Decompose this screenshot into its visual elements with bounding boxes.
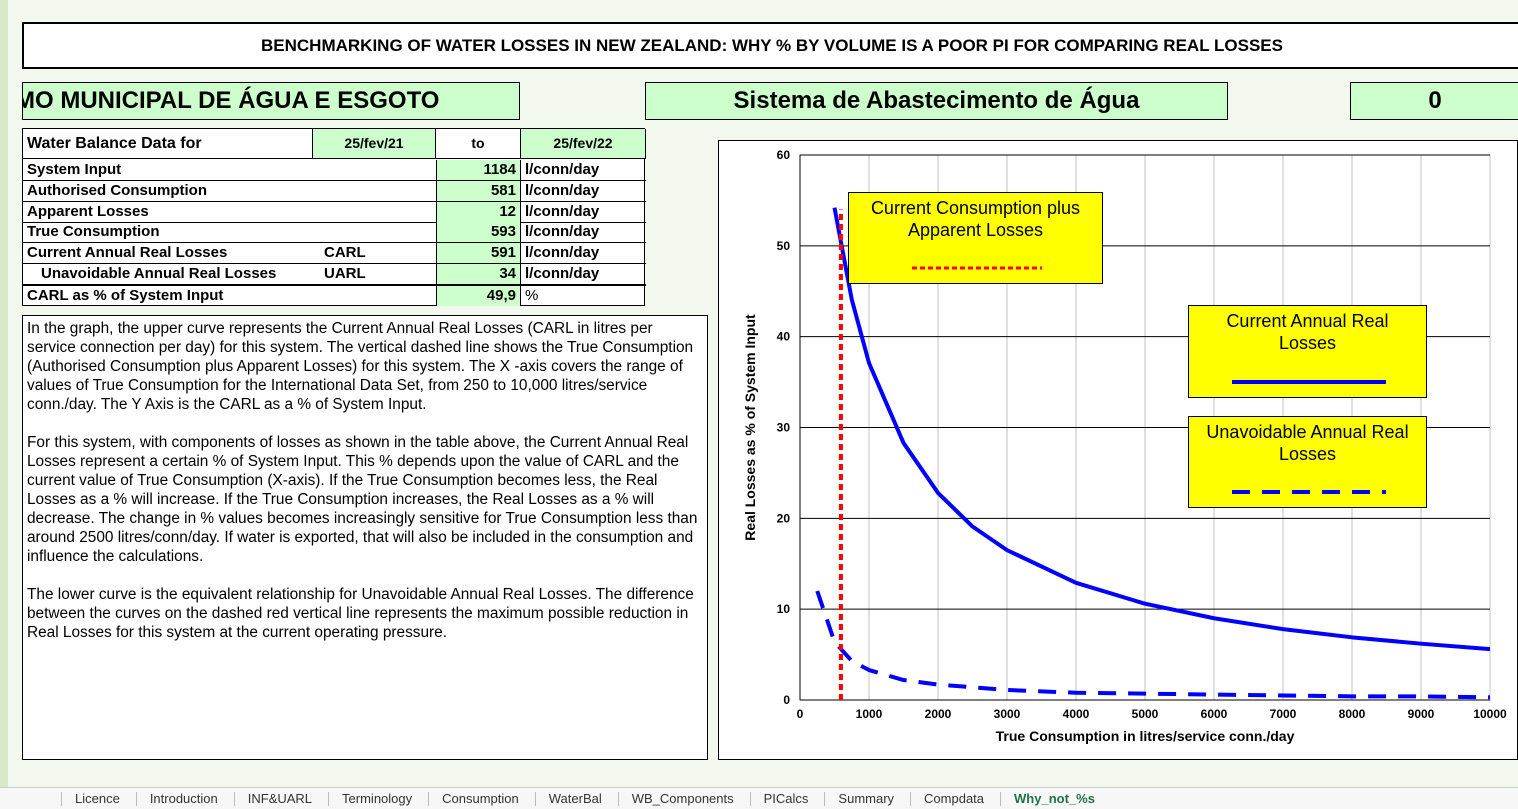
sheet-tab[interactable]: WaterBal bbox=[548, 791, 602, 806]
y-tick-label: 40 bbox=[777, 330, 791, 344]
row-value: 581 bbox=[436, 180, 521, 202]
tab-separator bbox=[749, 792, 751, 806]
table-header-cell: 25/fev/21 bbox=[313, 129, 436, 159]
row-value: 591 bbox=[436, 243, 521, 265]
row-unit: l/conn/day bbox=[521, 202, 646, 223]
y-tick-label: 60 bbox=[777, 148, 791, 162]
tab-separator bbox=[233, 792, 235, 806]
tab-separator bbox=[1000, 792, 1002, 806]
tab-separator bbox=[617, 792, 619, 806]
row-unit: l/conn/day bbox=[521, 243, 646, 265]
water-balance-table: Water Balance Data for 25/fev/21 to 25/fev/… bbox=[22, 128, 646, 306]
legend-box: Current Annual Real Losses bbox=[1188, 305, 1427, 398]
row-code: UARL bbox=[324, 265, 366, 282]
sheet-tab[interactable]: Compdata bbox=[924, 791, 985, 806]
system-box: Sistema de Abastecimento de Água bbox=[645, 82, 1228, 120]
row-unit: % bbox=[521, 284, 646, 306]
legend-swatch bbox=[911, 266, 1042, 270]
title-box: BENCHMARKING OF WATER LOSSES IN NEW ZEAL… bbox=[22, 22, 1518, 69]
x-tick-label: 0 bbox=[797, 707, 804, 721]
system: Sistema de Abastecimento de Água bbox=[733, 87, 1140, 114]
table-header-cell: Water Balance Data for bbox=[23, 129, 313, 159]
legend-box: Current Consumption plus Apparent Losses bbox=[848, 192, 1103, 284]
y-tick-label: 30 bbox=[777, 421, 791, 435]
x-tick-label: 8000 bbox=[1339, 707, 1366, 721]
row-label: Authorised Consumption bbox=[23, 181, 436, 202]
x-tick-label: 9000 bbox=[1408, 707, 1435, 721]
x-tick-label: 4000 bbox=[1063, 707, 1090, 721]
tab-separator bbox=[534, 792, 536, 806]
x-tick-label: 3000 bbox=[994, 707, 1021, 721]
x-tick-label: 6000 bbox=[1201, 707, 1228, 721]
left-stripe bbox=[0, 0, 8, 787]
sheet-tab[interactable]: Terminology bbox=[342, 791, 413, 806]
x-tick-label: 7000 bbox=[1270, 707, 1297, 721]
code: 0 bbox=[1428, 87, 1442, 114]
row-code: CARL bbox=[324, 244, 366, 262]
sheet-tab[interactable]: Licence bbox=[75, 791, 120, 806]
table-header-cell: to bbox=[436, 129, 521, 159]
y-tick-label: 10 bbox=[777, 602, 791, 616]
code-box: 0 bbox=[1350, 82, 1518, 120]
tab-separator bbox=[135, 792, 137, 806]
x-axis-label: True Consumption in litres/service conn.… bbox=[996, 728, 1295, 744]
row-label: System Input bbox=[23, 160, 436, 181]
legend-swatch bbox=[1231, 490, 1386, 494]
row-value: 34 bbox=[436, 264, 521, 285]
title: BENCHMARKING OF WATER LOSSES IN NEW ZEAL… bbox=[261, 36, 1283, 55]
row-value: 1184 bbox=[436, 160, 521, 181]
series-line bbox=[815, 590, 1491, 700]
y-tick-label: 50 bbox=[777, 239, 791, 253]
y-tick-label: 20 bbox=[777, 511, 791, 525]
legend-label: Current Annual Real Losses bbox=[1226, 311, 1389, 353]
sheet-tab[interactable]: WB_Components bbox=[631, 791, 734, 806]
sheet-tab[interactable]: PICalcs bbox=[763, 791, 809, 806]
y-axis-label: Real Losses as % of System Input bbox=[742, 314, 758, 541]
org-box: MO MUNICIPAL DE ÁGUA E ESGOTO bbox=[22, 82, 520, 120]
paragraph: For this system, with components of loss… bbox=[27, 434, 698, 565]
sheet-tabs: Licence Introduction INF&UARL Terminology Co… bbox=[0, 787, 1518, 809]
x-tick-label: 2000 bbox=[925, 707, 952, 721]
sheet-tab[interactable]: Summary bbox=[838, 791, 895, 806]
x-tick-label: 5000 bbox=[1132, 707, 1159, 721]
tab-separator bbox=[328, 792, 330, 806]
row-value: 12 bbox=[436, 201, 521, 223]
x-tick-label: 1000 bbox=[856, 707, 883, 721]
tab-separator bbox=[824, 792, 826, 806]
paragraph: The lower curve is the equivalent relati… bbox=[27, 586, 694, 641]
row-unit: l/conn/day bbox=[521, 264, 646, 285]
row-label: CARL as % of System Input bbox=[23, 284, 436, 306]
sheet-tab[interactable]: INF&UARL bbox=[247, 791, 313, 806]
row-label: Apparent Losses bbox=[23, 202, 436, 223]
row-unit: l/conn/day bbox=[521, 160, 646, 181]
paragraph: In the graph, the upper curve represents… bbox=[27, 320, 694, 413]
organization: MO MUNICIPAL DE ÁGUA E ESGOTO bbox=[22, 87, 440, 114]
row-unit: l/conn/day bbox=[521, 181, 646, 202]
sheet-tab[interactable]: Why_not_%s bbox=[1014, 791, 1095, 806]
y-tick-label: 0 bbox=[783, 693, 790, 707]
row-unit: l/conn/day bbox=[521, 222, 646, 244]
sheet-tab[interactable]: Consumption bbox=[442, 791, 519, 806]
row-value: 49,9 bbox=[436, 284, 521, 306]
tab-separator bbox=[61, 792, 62, 806]
row-label: Unavoidable Annual Real Losses bbox=[23, 264, 436, 285]
explanation-box: In the graph, the upper curve represents… bbox=[22, 315, 708, 760]
row-label: Current Annual Real Losses bbox=[23, 243, 436, 265]
row-value: 593 bbox=[436, 222, 521, 244]
legend-swatch bbox=[1231, 380, 1386, 384]
row-label: True Consumption bbox=[23, 222, 436, 244]
x-tick-label: 10000 bbox=[1473, 707, 1507, 721]
sheet-tab[interactable]: Introduction bbox=[149, 791, 218, 806]
tab-separator bbox=[428, 792, 430, 806]
legend-label: Unavoidable Annual Real Losses bbox=[1206, 422, 1409, 464]
series-line bbox=[832, 207, 1491, 652]
tab-separator bbox=[910, 792, 912, 806]
legend-label: Current Consumption plus Apparent Losses bbox=[870, 198, 1081, 240]
legend-box: Unavoidable Annual Real Losses bbox=[1188, 416, 1427, 508]
table-header-cell: 25/fev/22 bbox=[521, 129, 646, 159]
